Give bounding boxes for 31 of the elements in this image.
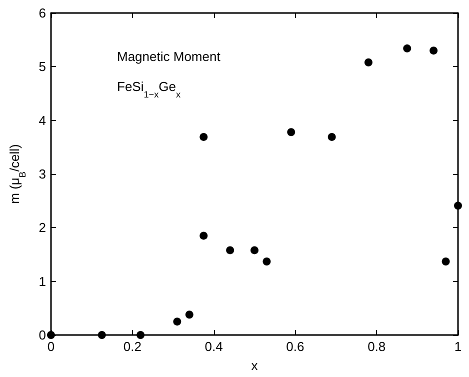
point bbox=[173, 318, 182, 326]
point bbox=[364, 58, 372, 66]
annotation: Magnetic Moment bbox=[117, 49, 221, 64]
point bbox=[430, 46, 438, 55]
x-tick-label: 0.2 bbox=[123, 339, 142, 354]
point bbox=[98, 331, 106, 339]
point bbox=[328, 132, 336, 141]
point bbox=[287, 128, 296, 136]
point bbox=[262, 257, 271, 266]
y-tick-label: 4 bbox=[38, 112, 46, 128]
x-tick-label: 1 bbox=[454, 339, 462, 354]
x-tick-label: 0.8 bbox=[368, 339, 386, 354]
point bbox=[136, 331, 145, 339]
y-tick-label: 5 bbox=[38, 59, 46, 74]
point bbox=[442, 257, 450, 266]
point bbox=[200, 132, 208, 141]
point bbox=[185, 310, 194, 319]
y-tick-label: 2 bbox=[38, 220, 46, 236]
y-tick-label: 6 bbox=[38, 6, 46, 20]
y-tick-label: 1 bbox=[38, 274, 46, 289]
y-tick-label: 0 bbox=[38, 328, 46, 342]
y-tick-label: 3 bbox=[38, 166, 46, 182]
x-tick-label: 0.6 bbox=[286, 339, 304, 354]
y-axis-title: m (μB/cell) bbox=[7, 144, 28, 204]
point bbox=[403, 44, 412, 52]
x-axis-title: x bbox=[251, 358, 258, 373]
point bbox=[226, 246, 234, 254]
x-tick-label: 0.4 bbox=[204, 339, 223, 354]
point bbox=[200, 232, 208, 240]
point bbox=[454, 202, 462, 210]
point bbox=[250, 246, 258, 254]
